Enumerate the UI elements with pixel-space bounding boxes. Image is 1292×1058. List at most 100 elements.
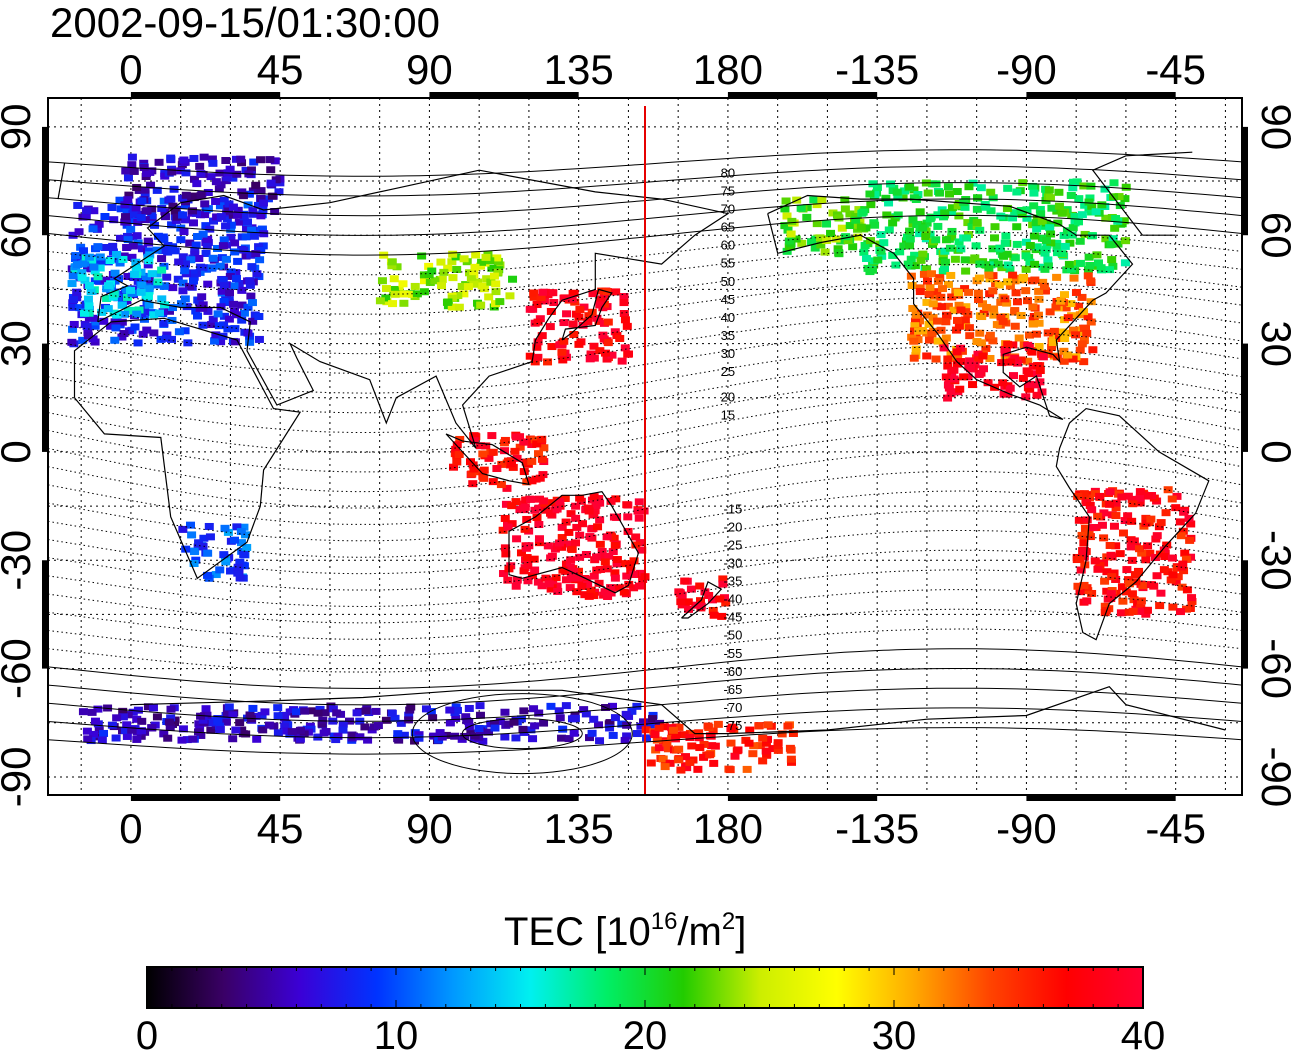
tec-point [521,496,531,504]
tec-point [930,292,940,300]
tec-point [118,707,128,715]
tec-point [961,267,971,275]
tec-point [574,567,584,575]
tec-point [519,468,529,476]
tec-point [1032,391,1042,399]
tec-point [620,344,630,352]
tec-point [1066,265,1076,273]
tec-point [606,584,616,592]
tec-point [982,303,992,311]
tec-point [136,214,146,222]
tec-point [983,379,993,387]
tec-point [159,262,169,270]
tec-point [989,311,999,319]
tec-point [511,582,521,590]
tec-point [780,205,790,213]
tec-point [1079,553,1089,561]
tec-point [205,533,215,541]
tec-point [996,298,1006,306]
tec-point [1027,348,1037,356]
tec-point [1136,597,1146,605]
x-top-tick-label: 90 [406,46,453,93]
tec-point [478,450,488,458]
tec-point [986,188,996,196]
tec-point [1106,551,1116,559]
tec-point [1084,253,1094,261]
tec-point [1052,273,1062,281]
tec-point [447,294,457,302]
tec-point [705,732,715,740]
tec-point [704,591,714,599]
tec-point [557,534,567,542]
tec-point [600,588,610,596]
tec-point [208,315,218,323]
tec-point [183,339,193,347]
tec-point [237,316,247,324]
tec-point [845,222,855,230]
tec-point [503,523,513,531]
tec-point [537,435,547,443]
tec-point [786,746,796,754]
tec-point [709,611,719,619]
tec-point [600,349,610,357]
tec-point [160,213,170,221]
tec-point [532,343,542,351]
tec-point [512,454,522,462]
tec-point [168,202,178,210]
tec-point [75,304,85,312]
tec-point [545,323,555,331]
tec-point [523,562,533,570]
tec-point [1028,316,1038,324]
tec-point [467,470,477,478]
y-right-tick-label: -90 [1253,747,1292,808]
x-bottom-tick-label: 45 [257,805,304,852]
colorbar-tick-label: 0 [135,1014,159,1058]
tec-point [526,495,536,503]
tec-point [523,577,533,585]
tec-point [313,709,323,717]
tec-point [1123,512,1133,520]
tec-point [589,592,599,600]
tec-point [158,247,168,255]
tec-point [841,233,851,241]
tec-point [749,742,759,750]
tec-point [905,227,915,235]
tec-point [959,373,969,381]
tec-point [592,566,602,574]
tec-point [219,196,229,204]
tec-point [200,211,210,219]
tec-point [627,707,637,715]
tec-data-points [67,153,1197,774]
tec-point [623,527,633,535]
tec-point [663,745,673,753]
tec-point [122,209,132,217]
tec-point [93,705,103,713]
tec-point [198,230,208,238]
tec-point [1048,339,1058,347]
tec-point [149,311,159,319]
tec-point [177,736,187,744]
tec-point [256,156,266,164]
tec-point [533,353,543,361]
tec-point [180,267,190,275]
tec-point [419,277,429,285]
tec-point [1141,514,1151,522]
y-left-tick-label: 60 [0,212,39,259]
tec-point [424,271,434,279]
tec-point [925,215,935,223]
tec-point [1012,188,1022,196]
frame-tick-bar [1242,560,1248,669]
tec-point [612,513,622,521]
tec-point [178,211,188,219]
tec-point [1006,358,1016,366]
tec-point [851,212,861,220]
tec-point [1044,186,1054,194]
tec-point [445,719,455,727]
tec-point [1066,191,1076,199]
tec-point [941,373,951,381]
tec-point [143,703,153,711]
tec-point [935,189,945,197]
contour-label: -70 [724,700,743,715]
tec-point [1187,594,1197,602]
tec-point [546,509,556,517]
